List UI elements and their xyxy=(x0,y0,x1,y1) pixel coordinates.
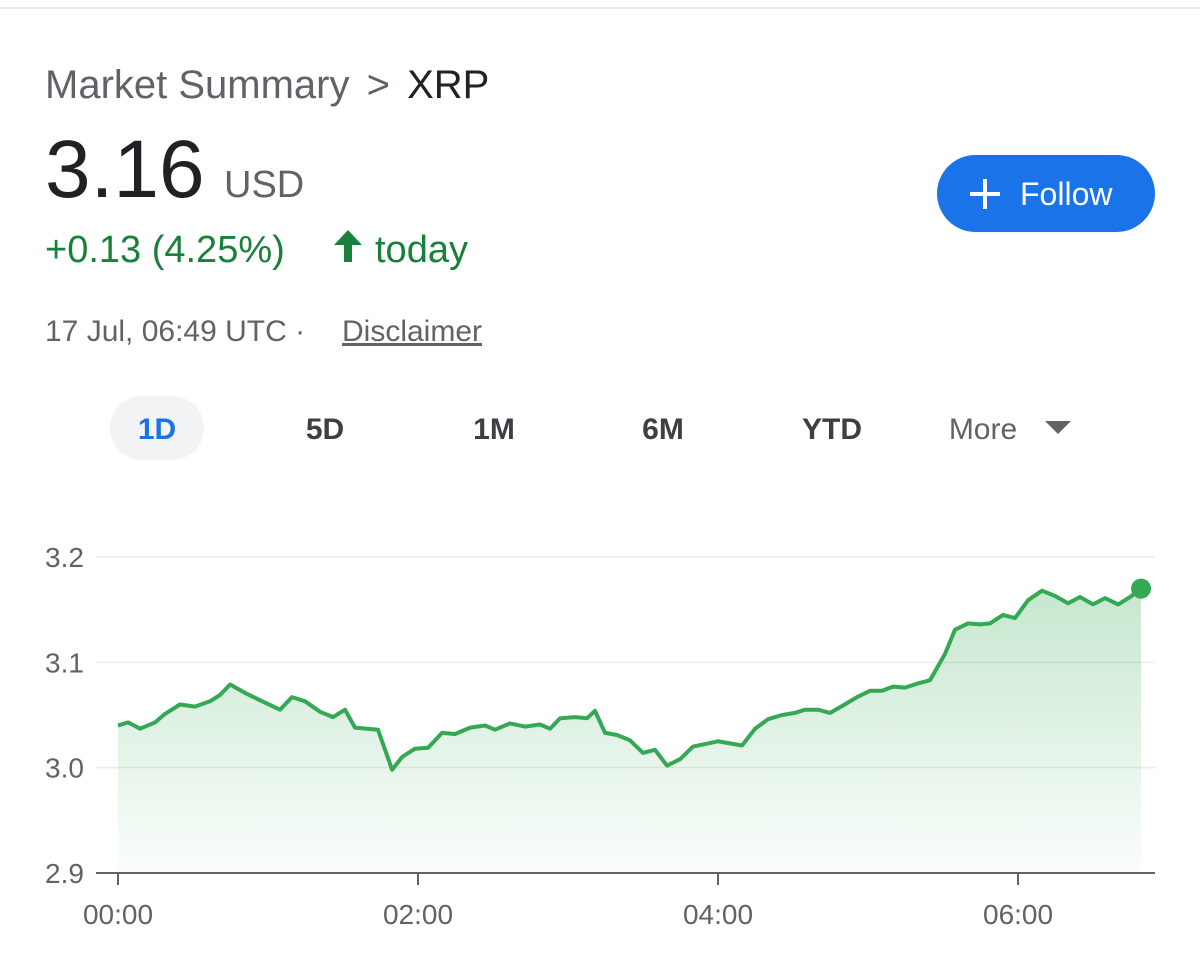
x-tick-label: 06:00 xyxy=(983,899,1053,930)
area-fill xyxy=(118,588,1141,873)
change-period: today xyxy=(375,229,468,271)
follow-button-bg xyxy=(937,155,1155,232)
tab-label: 1M xyxy=(473,413,515,446)
tab-label: 5D xyxy=(306,413,344,446)
chart: 2.9 3.0 3.1 3.2 00:00 02:00 04:00 06:00 xyxy=(45,542,1155,930)
last-point xyxy=(1131,578,1152,599)
dropdown-caret xyxy=(1045,421,1071,434)
tab-highlight xyxy=(110,396,204,460)
range-tab[interactable]: 1M xyxy=(473,413,515,446)
disclaimer-link[interactable]: Disclaimer xyxy=(342,315,482,348)
y-tick-label: 3.0 xyxy=(45,753,84,784)
range-tab[interactable]: YTD xyxy=(802,413,862,446)
y-tick-label: 3.2 xyxy=(45,542,84,573)
x-tick-label: 00:00 xyxy=(83,899,153,930)
breadcrumb-separator: > xyxy=(367,63,390,107)
tab-label: YTD xyxy=(802,413,862,446)
range-tab[interactable]: 1D xyxy=(110,396,204,460)
price-line xyxy=(117,587,1143,772)
range-tab[interactable]: More xyxy=(949,413,1071,446)
range-tab[interactable]: 6M xyxy=(642,413,684,446)
follow-button[interactable]: Follow xyxy=(937,155,1155,232)
symbol: XRP xyxy=(407,63,489,107)
tab-label: More xyxy=(949,413,1017,446)
range-tabs: 1D 5D 1M 6M YTD More xyxy=(110,396,1071,460)
x-tick-label: 02:00 xyxy=(383,899,453,930)
plus-icon xyxy=(970,179,1000,209)
tab-label: 1D xyxy=(138,413,176,446)
breadcrumb-link[interactable]: Market Summary xyxy=(45,63,350,107)
y-tick-label: 3.1 xyxy=(45,647,84,678)
change: +0.13 (4.25%) xyxy=(45,229,285,271)
tab-label: 6M xyxy=(642,413,684,446)
breadcrumb: Market Summary > XRP xyxy=(45,63,489,107)
up-arrow xyxy=(334,230,362,262)
follow-label: Follow xyxy=(1020,176,1113,212)
range-tab[interactable]: 5D xyxy=(306,413,344,446)
currency: USD xyxy=(224,164,304,206)
timestamp: 17 Jul, 06:49 UTC · xyxy=(45,315,305,348)
x-tick-label: 04:00 xyxy=(683,899,753,930)
price: 3.16 xyxy=(45,124,205,215)
y-tick-label: 2.9 xyxy=(45,858,84,889)
